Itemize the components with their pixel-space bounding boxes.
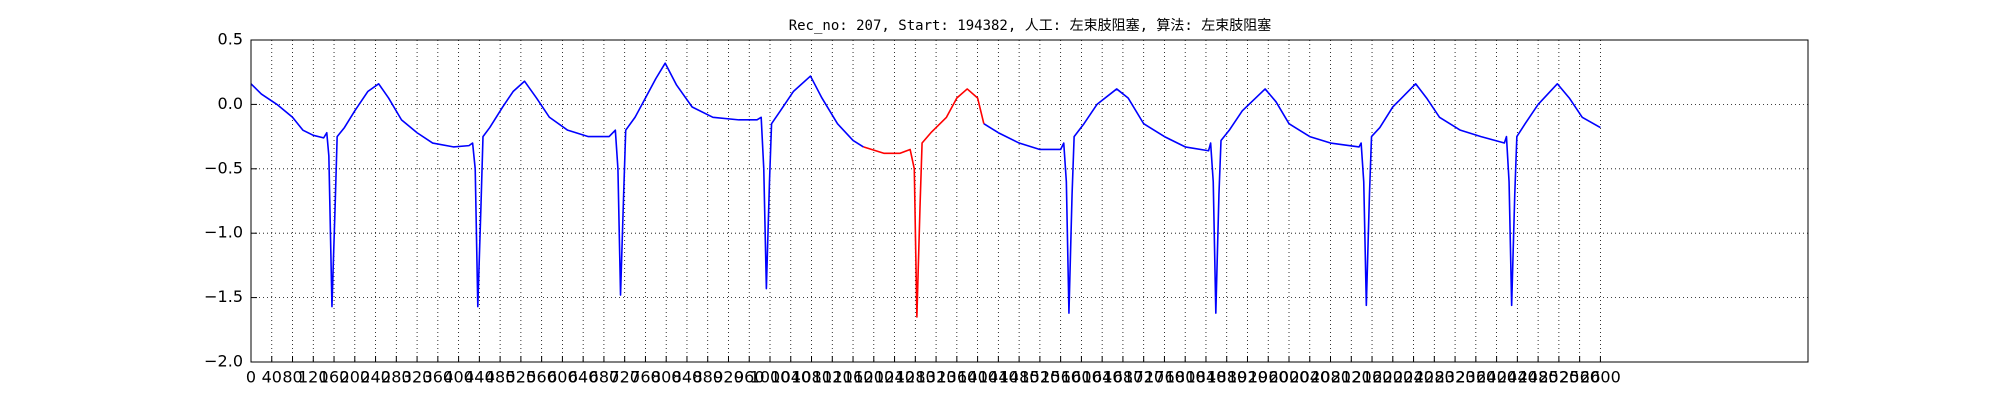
x-tick-label: 2280	[1414, 368, 1455, 387]
x-tick-label: 240	[360, 368, 391, 387]
x-tick-label: 560	[526, 368, 557, 387]
x-tick-label: 1360	[936, 368, 977, 387]
x-tick-label: 1840	[1186, 368, 1227, 387]
x-tick-label: 2240	[1393, 368, 1434, 387]
x-tick-label: 1320	[916, 368, 957, 387]
y-tick-label: −2.0	[204, 352, 243, 371]
x-tick-label: 1400	[957, 368, 998, 387]
x-tick-label: 1080	[791, 368, 832, 387]
plot-frame	[250, 39, 1809, 363]
x-tick-label: 840	[672, 368, 703, 387]
x-tick-label: 1560	[1040, 368, 1081, 387]
x-tick-label: 1000	[750, 368, 791, 387]
x-tick-label: 2360	[1455, 368, 1496, 387]
y-tick-label: −1.0	[204, 223, 243, 242]
x-tick-label: 0	[246, 368, 256, 387]
x-tick-label: 1200	[853, 368, 894, 387]
x-tick-label: 160	[319, 368, 350, 387]
x-tick-label: 2080	[1310, 368, 1351, 387]
y-tick-label: 0.5	[218, 30, 243, 49]
x-tick-label: 2200	[1372, 368, 1413, 387]
x-tick-label: 2440	[1497, 368, 1538, 387]
x-tick-label: 2040	[1289, 368, 1330, 387]
x-tick-label: 2600	[1580, 368, 1621, 387]
x-tick-label: 640	[568, 368, 599, 387]
x-tick-label: 1600	[1061, 368, 1102, 387]
x-tick-label: 120	[298, 368, 329, 387]
x-tick-label: 2400	[1476, 368, 1517, 387]
x-tick-label: 2520	[1539, 368, 1580, 387]
x-tick-label: 1760	[1144, 368, 1185, 387]
x-tick-label: 1480	[999, 368, 1040, 387]
x-tick-label: 40	[262, 368, 282, 387]
x-tick-label: 2120	[1331, 368, 1372, 387]
x-tick-label: 1520	[1020, 368, 1061, 387]
x-tick-label: 760	[630, 368, 661, 387]
x-tick-label: 1880	[1206, 368, 1247, 387]
x-tick-label: 200	[340, 368, 371, 387]
x-tick-label: 2000	[1269, 368, 1310, 387]
x-tick-label: 720	[609, 368, 640, 387]
x-tick-label: 1640	[1082, 368, 1123, 387]
x-tick-label: 480	[485, 368, 516, 387]
x-tick-label: 960	[734, 368, 765, 387]
x-tick-label: 1440	[978, 368, 1019, 387]
x-tick-label: 1720	[1123, 368, 1164, 387]
x-tick-label: 880	[692, 368, 723, 387]
x-tick-label: 800	[651, 368, 682, 387]
y-tick-label: −0.5	[204, 158, 243, 177]
x-tick-label: 2160	[1352, 368, 1393, 387]
ecg-line	[250, 62, 1601, 314]
x-tick-label: 1960	[1248, 368, 1289, 387]
x-tick-label: 280	[381, 368, 412, 387]
y-tick-label: 0.0	[218, 94, 243, 113]
ecg-line	[863, 88, 985, 318]
x-tick-label: 1240	[874, 368, 915, 387]
x-tick-label: 1040	[770, 368, 811, 387]
x-tick-label: 1920	[1227, 368, 1268, 387]
x-tick-label: 360	[423, 368, 454, 387]
x-tick-label: 600	[547, 368, 578, 387]
x-tick-label: 400	[443, 368, 474, 387]
chart-title: Rec_no: 207, Start: 194382, 人工: 左束肢阻塞, 算…	[789, 17, 1272, 34]
x-tick-label: 440	[464, 368, 495, 387]
x-tick-label: 1160	[833, 368, 874, 387]
x-tick-label: 1280	[895, 368, 936, 387]
x-tick-label: 2320	[1435, 368, 1476, 387]
x-tick-label: 2560	[1559, 368, 1600, 387]
x-tick-label: 80	[282, 368, 302, 387]
x-tick-label: 320	[402, 368, 433, 387]
x-tick-label: 2480	[1518, 368, 1559, 387]
x-tick-label: 1800	[1165, 368, 1206, 387]
x-tick-label: 520	[506, 368, 537, 387]
y-tick-label: −1.5	[204, 287, 243, 306]
x-tick-label: 1680	[1103, 368, 1144, 387]
x-tick-label: 920	[713, 368, 744, 387]
x-tick-label: 1120	[812, 368, 853, 387]
x-tick-label: 680	[589, 368, 620, 387]
